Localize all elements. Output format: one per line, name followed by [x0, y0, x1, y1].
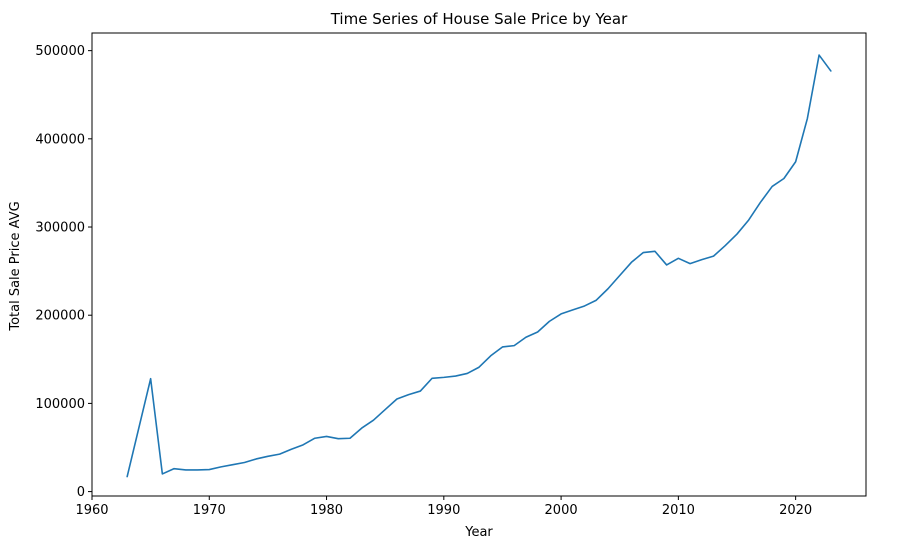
x-axis: 1960 1970 1980 1990 2000 2010 2020 [75, 496, 812, 518]
y-tick-label: 500000 [35, 44, 85, 59]
x-tick-label: 1960 [75, 503, 108, 518]
x-tick-label: 1970 [193, 503, 226, 518]
y-tick-label: 200000 [35, 309, 85, 324]
chart-title: Time Series of House Sale Price by Year [330, 10, 628, 28]
x-tick-label: 1990 [427, 503, 460, 518]
y-tick-label: 100000 [35, 397, 85, 412]
y-axis: 0 100000 200000 300000 400000 500000 [35, 44, 92, 500]
x-tick-label: 2020 [779, 503, 812, 518]
y-tick-label: 300000 [35, 221, 85, 236]
x-tick-label: 2000 [545, 503, 578, 518]
series-line [126, 54, 832, 478]
y-axis-label: Total Sale Price AVG [8, 201, 23, 331]
plot-frame [91, 32, 867, 497]
x-tick-label: 1980 [310, 503, 343, 518]
plot-area [91, 32, 867, 497]
x-tick-label: 2010 [662, 503, 695, 518]
x-axis-label: Year [464, 525, 493, 540]
y-tick-label: 400000 [35, 132, 85, 147]
y-tick-label: 0 [77, 485, 85, 500]
